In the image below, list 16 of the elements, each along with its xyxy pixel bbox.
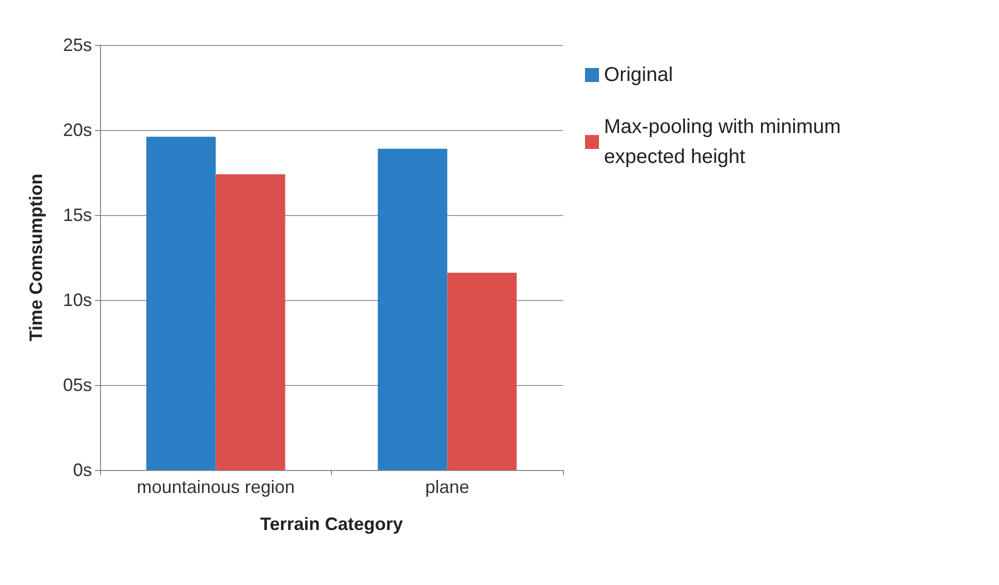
legend-label: Max-pooling with minimum expected height: [604, 116, 841, 168]
y-tick-label: 0s: [72, 460, 92, 480]
bar: [216, 174, 286, 470]
x-tick-label: mountainous region: [136, 477, 295, 497]
y-tick-label: 15s: [62, 205, 92, 225]
y-tick-label: 25s: [62, 35, 92, 55]
bar: [447, 272, 517, 470]
x-tick-label: plane: [425, 477, 470, 497]
y-tick-label: 20s: [62, 120, 92, 140]
x-axis-title: Terrain Category: [260, 514, 403, 534]
y-tick-label: 05s: [62, 375, 92, 395]
bar: [378, 148, 448, 470]
bar: [146, 136, 216, 470]
legend-label: Original: [604, 64, 673, 86]
y-tick-label: 10s: [62, 290, 92, 310]
y-axis-title: Time Comsumption: [26, 174, 46, 342]
